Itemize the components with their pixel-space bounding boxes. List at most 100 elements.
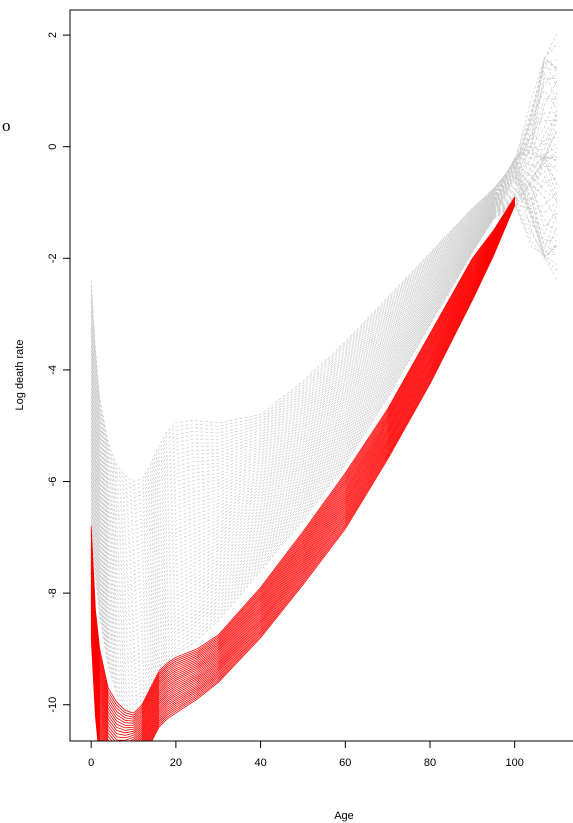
gray-curve (90, 119, 558, 576)
red-curve (90, 200, 516, 741)
gray-curve (90, 43, 558, 495)
gray-curve (90, 172, 558, 702)
gray-curve (90, 136, 558, 556)
red-curve (90, 203, 516, 741)
x-axis-title: Age (334, 810, 354, 822)
red-curve (90, 201, 516, 741)
red-curve (90, 196, 516, 714)
red-curve (90, 202, 516, 741)
y-axis: 2 0 -2 -4 -6 -8 -10 (47, 32, 70, 713)
gray-curve (90, 113, 558, 552)
plot-border (69, 9, 573, 742)
y-tick-label: -6 (47, 477, 59, 487)
gray-curve (90, 130, 558, 572)
gray-curve (90, 33, 558, 482)
y-tick-label: 0 (47, 144, 59, 150)
gray-curve (90, 163, 558, 653)
x-axis: 0 20 40 60 80 100 (88, 741, 524, 769)
red-curve (90, 197, 516, 718)
gray-curve (90, 156, 558, 613)
gray-curve (90, 160, 558, 629)
gray-curve (90, 57, 558, 491)
y-tick-label: -8 (47, 588, 59, 598)
gray-curve (90, 114, 558, 564)
gray-curve (90, 112, 558, 539)
gray-curve (90, 89, 558, 527)
red-curve (90, 197, 516, 716)
gray-curve (90, 152, 558, 596)
red-curve (90, 202, 516, 741)
gray-curve (90, 203, 558, 714)
y-tick-label: -10 (47, 697, 59, 713)
gray-curve (90, 167, 558, 678)
plot-frame (69, 9, 573, 742)
gray-curve (90, 201, 558, 657)
red-curve (90, 199, 516, 731)
red-curve (90, 201, 516, 741)
gray-curve (90, 60, 558, 503)
red-curve (90, 201, 516, 741)
gray-curve (90, 164, 558, 661)
gray-curve (90, 142, 558, 600)
gray-curve (90, 109, 558, 560)
x-tick-label: 20 (170, 757, 182, 769)
gray-curve (90, 198, 558, 698)
red-curve (90, 199, 516, 734)
gray-curve (90, 161, 558, 625)
red-curve (90, 199, 516, 739)
red-curve (90, 205, 516, 741)
x-tick-label: 40 (254, 757, 266, 769)
gray-curve (90, 58, 558, 499)
x-tick-label: 0 (88, 757, 94, 769)
red-curve (90, 204, 516, 741)
red-curve (90, 197, 516, 722)
gray-curve (90, 169, 558, 686)
gray-curve (90, 151, 558, 584)
gray-curve (90, 170, 558, 694)
red-curve (90, 198, 516, 724)
red-curve (90, 203, 516, 741)
red-curves-group (90, 196, 516, 741)
gray-curve (90, 174, 558, 710)
y-tick-label: 2 (47, 32, 59, 38)
x-tick-label: 80 (424, 757, 436, 769)
red-curve (90, 200, 516, 741)
x-tick-label: 100 (506, 757, 524, 769)
gray-curve (90, 203, 558, 690)
gray-curve (90, 128, 558, 588)
red-curve (90, 201, 516, 741)
gray-curve (90, 97, 558, 531)
gray-curve (90, 176, 558, 641)
y-tick-label: -4 (47, 365, 59, 375)
gray-curve (90, 156, 558, 604)
red-curve (90, 198, 516, 726)
gray-curve (90, 186, 558, 665)
gray-curve (90, 165, 558, 670)
stray-glyph: o (2, 116, 11, 135)
red-curve (90, 199, 516, 736)
gray-curve (90, 183, 558, 649)
y-tick-label: -2 (47, 253, 59, 263)
gray-curve (90, 77, 558, 519)
gray-curve (90, 203, 558, 706)
gray-curve (90, 176, 558, 718)
gray-curve (90, 203, 558, 722)
y-axis-title: Log death rate (14, 340, 26, 411)
red-curve (90, 198, 516, 729)
red-curve (90, 197, 516, 720)
red-curve (90, 204, 516, 741)
red-curve (90, 200, 516, 741)
gray-curves-group (90, 33, 558, 722)
gray-curve (90, 148, 558, 568)
gray-curve (90, 162, 558, 645)
red-curve (90, 204, 516, 741)
red-curve (90, 203, 516, 741)
gray-curve (90, 57, 558, 486)
red-curve (90, 203, 516, 741)
gray-curve (90, 154, 558, 592)
red-curve (90, 202, 516, 741)
gray-curve (90, 148, 558, 580)
gray-curve (90, 170, 558, 633)
gray-curve (90, 73, 558, 523)
